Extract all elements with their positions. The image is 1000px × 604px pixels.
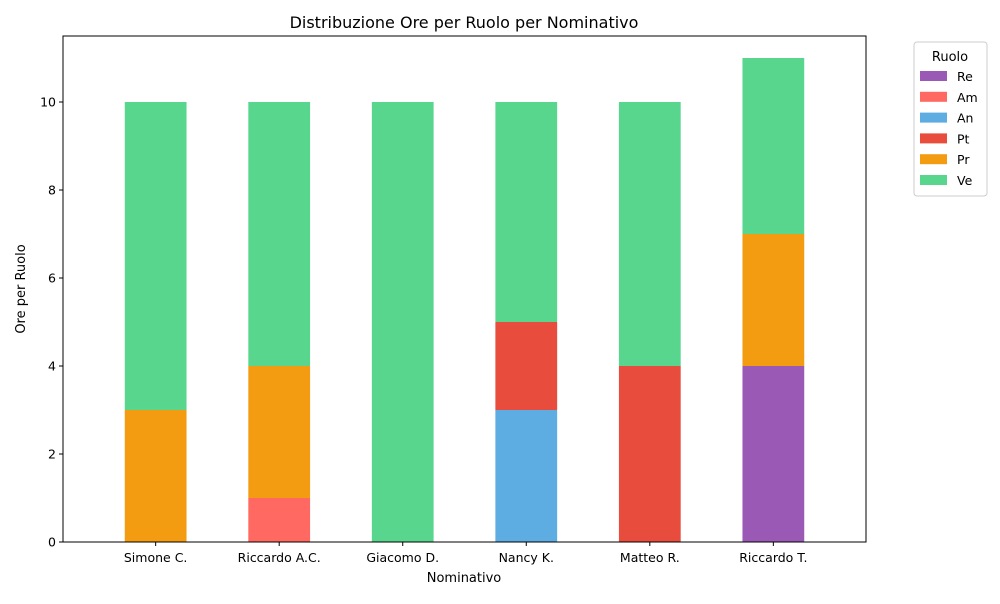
legend-swatch-pr [920,154,947,165]
x-tick-label: Matteo R. [620,550,680,565]
bars-group [124,58,805,542]
x-tick-label: Simone C. [124,550,188,565]
y-axis-label: Ore per Ruolo [14,244,29,333]
y-tick-label: 10 [40,95,56,110]
y-tick-label: 6 [48,271,56,286]
x-tick-label: Nancy K. [499,550,554,565]
bar-segment-pt-3 [495,322,558,410]
bar-segment-ve-5 [742,58,805,234]
legend-title: Ruolo [932,50,968,65]
bar-segment-re-5 [742,366,805,542]
legend-label-pr: Pr [957,152,970,167]
y-tick-label: 4 [48,359,56,374]
x-tick-label: Riccardo A.C. [238,550,321,565]
chart-title: Distribuzione Ore per Ruolo per Nominati… [290,13,639,32]
y-tick-label: 8 [48,183,56,198]
y-tick-label: 2 [48,447,56,462]
legend: Ruolo Re Am An Pt Pr Ve [913,41,988,197]
legend-swatch-ve [920,175,947,185]
x-axis-ticks: Simone C. Riccardo A.C. Giacomo D. Nancy K.… [124,542,807,565]
bar-segment-ve-4 [618,102,681,366]
legend-items: Re Am An Pt Pr Ve [920,69,978,188]
bar-segment-pr-5 [742,234,805,366]
bar-segment-ve-3 [495,102,558,322]
bar-segment-pt-4 [618,366,681,542]
bar-segment-am-1 [248,498,311,542]
legend-swatch-am [920,91,947,102]
y-tick-label: 0 [48,535,56,550]
bar-segment-ve-1 [248,102,311,366]
legend-label-re: Re [957,69,973,84]
bar-segment-ve-2 [371,102,434,542]
legend-label-an: An [957,111,973,126]
bar-segment-pr-0 [124,410,187,542]
x-axis-label: Nominativo [427,571,502,586]
bar-segment-an-3 [495,410,558,542]
legend-label-am: Am [957,90,978,105]
bar-segment-pr-1 [248,366,311,498]
x-tick-label: Riccardo T. [739,550,807,565]
legend-swatch-re [920,71,947,81]
legend-label-ve: Ve [957,173,973,188]
x-tick-label: Giacomo D. [366,550,439,565]
plot-frame [62,35,867,543]
legend-swatch-an [920,112,947,123]
legend-swatch-pt [920,133,947,144]
y-axis-ticks: 0 2 4 6 8 10 [40,95,63,550]
legend-label-pt: Pt [957,131,970,146]
bar-segment-ve-0 [124,102,187,410]
